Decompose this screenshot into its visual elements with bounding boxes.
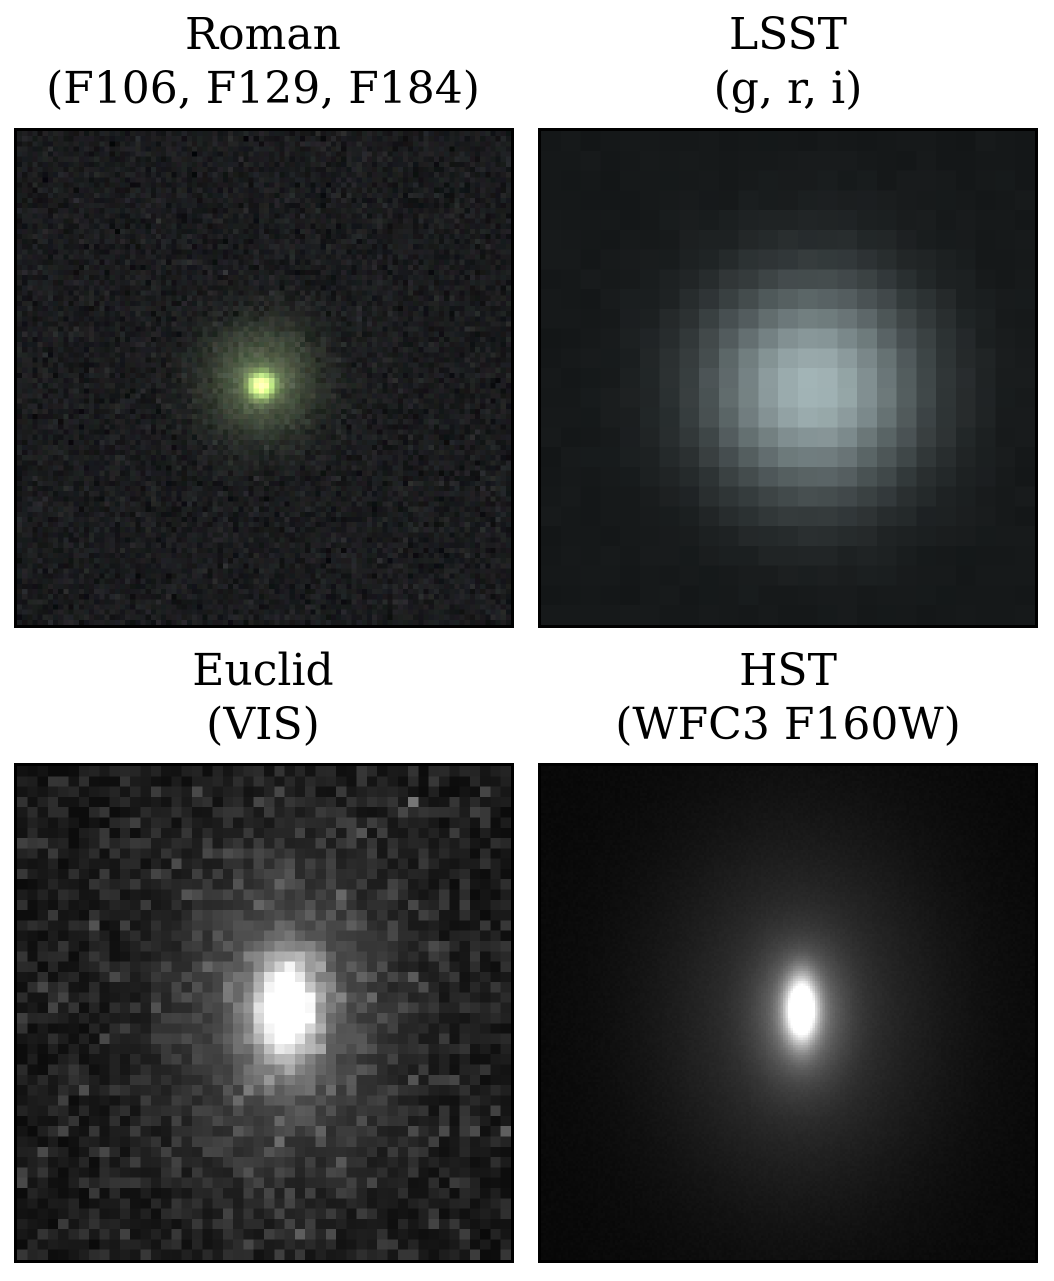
- euclid-galaxy-image: [14, 763, 514, 1263]
- hst-telescope-label: HST: [739, 645, 837, 696]
- lsst-image-canvas: [541, 131, 1035, 625]
- lsst-title: LSST (g, r, i): [528, 8, 1048, 116]
- lsst-galaxy-image: [538, 128, 1038, 628]
- roman-image-canvas: [17, 131, 511, 625]
- roman-filters-label: (F106, F129, F184): [46, 63, 480, 114]
- roman-title: Roman (F106, F129, F184): [3, 8, 523, 116]
- lsst-filters-label: (g, r, i): [713, 63, 863, 114]
- roman-galaxy-image: [14, 128, 514, 628]
- hst-filters-label: (WFC3 F160W): [615, 699, 961, 750]
- euclid-image-canvas: [17, 766, 511, 1260]
- euclid-title: Euclid (VIS): [3, 644, 523, 752]
- euclid-filters-label: (VIS): [206, 699, 320, 750]
- roman-telescope-label: Roman: [185, 9, 341, 60]
- hst-image-canvas: [541, 766, 1035, 1260]
- hst-title: HST (WFC3 F160W): [528, 644, 1048, 752]
- lsst-telescope-label: LSST: [728, 9, 848, 60]
- hst-galaxy-image: [538, 763, 1038, 1263]
- euclid-telescope-label: Euclid: [192, 645, 334, 696]
